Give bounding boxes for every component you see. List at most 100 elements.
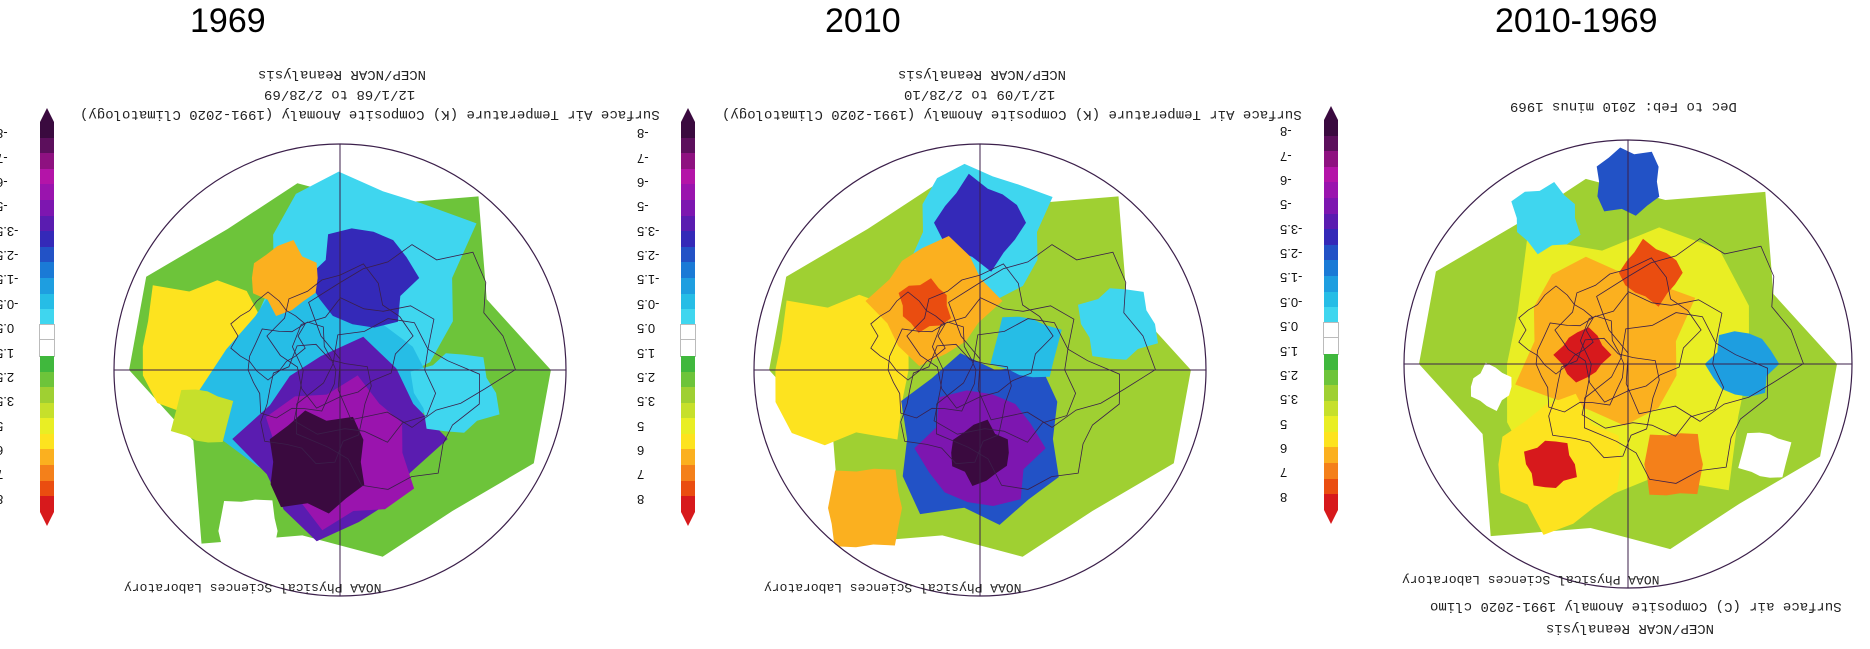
colorbar-segment (681, 231, 695, 247)
anomaly-region (1511, 182, 1581, 255)
colorbar-label: 3.5 (637, 394, 656, 410)
colorbar-segment (1324, 275, 1338, 292)
colorbar-arrow-bottom (1324, 106, 1338, 120)
colorbar-label: -7 (0, 150, 8, 166)
colorbar-segment (1324, 291, 1338, 308)
colorbar-segment (40, 402, 54, 419)
colorbar-label: -0.5 (1280, 294, 1303, 310)
colorbar-label: -5 (0, 199, 8, 215)
colorbar-segment (1324, 447, 1338, 464)
colorbar-label: 6 (637, 443, 645, 459)
coastline (266, 263, 414, 409)
colorbar-label: 1.5 (637, 345, 656, 361)
coastline (1554, 257, 1702, 403)
colorbar-label: -1.5 (1280, 270, 1303, 286)
header-line-2: 12/1/68 to 2/28/69 (264, 86, 416, 102)
panel-1969: 1969 NCEP/NCAR Reanalysis 12/1/68 to 2/2… (0, 0, 660, 649)
colorbar-label: -8 (0, 126, 8, 142)
colorbar-segment (40, 231, 54, 247)
colorbar-label: -6 (637, 174, 649, 190)
header-line-2: 12/1/09 to 2/28/10 (904, 86, 1056, 102)
anomaly-region (1738, 432, 1792, 478)
colorbar-segment (1324, 400, 1338, 417)
colorbar-label: -8 (1280, 124, 1292, 140)
colorbar-segment (681, 387, 695, 403)
coastline (1583, 312, 1769, 484)
colorbar-segment (1324, 431, 1338, 448)
colorbar-segment (681, 355, 695, 372)
colorbar-segment (681, 122, 695, 138)
colorbar-segment (681, 277, 695, 294)
panel-title: 2010-1969 (1495, 2, 1658, 40)
colorbar-label: -2.5 (0, 248, 19, 264)
colorbar-arrow-bottom (681, 108, 695, 122)
colorbar-label: -1.5 (637, 272, 660, 288)
colorbar-label: -0.5 (637, 296, 660, 312)
colorbar-segment (1324, 229, 1338, 245)
colorbar-segment (681, 465, 695, 481)
anomaly-region (1524, 440, 1577, 488)
colorbar-segment (681, 371, 695, 388)
anomaly-region (170, 389, 234, 443)
footer-line-1: NOAA Physical Sciences Laboratory (764, 580, 1022, 595)
colorbar-segment (40, 418, 54, 434)
colorbar-segment (40, 433, 54, 450)
colorbar-segment (1324, 353, 1338, 370)
footer-line-2: Surface air (C) Composite Anomaly 1991-2… (1430, 598, 1842, 614)
anomaly-region (269, 410, 365, 514)
coastline (295, 318, 481, 490)
colorbar-segment (40, 293, 54, 310)
colorbar-segment (681, 496, 695, 512)
colorbar-label: 6 (0, 443, 32, 458)
colorbar-label: 6 (1280, 441, 1288, 457)
colorbar-label: -8 (637, 126, 649, 142)
colorbar-segment (40, 309, 54, 325)
colorbar-label: -3.5 (0, 223, 19, 239)
colorbar-arrow-top (40, 511, 54, 526)
colorbar-label: -6 (0, 174, 8, 190)
colorbar-segment (1324, 197, 1338, 214)
colorbar-arrow-bottom (40, 108, 54, 122)
colorbar-label: 5 (637, 418, 645, 434)
colorbar-segment (681, 199, 695, 216)
footer-line-1: NOAA Physical Sciences Laboratory (124, 580, 382, 595)
colorbar-label: -2.5 (1280, 246, 1303, 262)
panel-title: 2010 (825, 2, 901, 40)
colorbar-segment (1323, 337, 1339, 355)
colorbar-label: 1.5 (1280, 343, 1299, 359)
colorbar-segment (681, 480, 695, 497)
colorbar-label: 0.5 (0, 321, 15, 337)
colorbar-segment (40, 215, 54, 232)
colorbar-segment (681, 137, 695, 154)
colorbar-label: 2.5 (1280, 367, 1299, 383)
anomaly-region (990, 316, 1062, 378)
map-border (753, 143, 1207, 597)
polar-map (753, 143, 1207, 597)
colorbar-segment (40, 449, 54, 466)
colorbar-arrow-top (1324, 509, 1338, 524)
colorbar-segment (1324, 151, 1338, 167)
anomaly-region (1553, 327, 1612, 383)
colorbar-segment (40, 153, 54, 169)
colorbar-segment (40, 355, 54, 372)
colorbar-segment (681, 246, 695, 263)
coastline (870, 291, 946, 381)
colorbar-arrow-top (681, 511, 695, 526)
colorbar-label: -5 (637, 199, 649, 215)
colorbar-segment (1324, 120, 1338, 136)
colorbar-segment (40, 137, 54, 154)
header-line-1: NCEP/NCAR Reanalysis (898, 66, 1067, 82)
colorbar-label: -3.5 (637, 223, 660, 239)
colorbar-label: 0.5 (637, 321, 656, 337)
colorbar-segment (1324, 182, 1338, 198)
colorbar-segment (1324, 307, 1338, 323)
colorbar-segment (681, 449, 695, 466)
colorbar-segment (40, 387, 54, 403)
colorbar-segment (681, 293, 695, 310)
colorbar-label: 7 (1280, 465, 1288, 481)
colorbar-segment (1324, 416, 1338, 432)
colorbar-segment (681, 215, 695, 232)
colorbar-label: -5 (1280, 197, 1292, 213)
colorbar-segment (1324, 244, 1338, 261)
colorbar-label: 5 (1280, 416, 1288, 432)
